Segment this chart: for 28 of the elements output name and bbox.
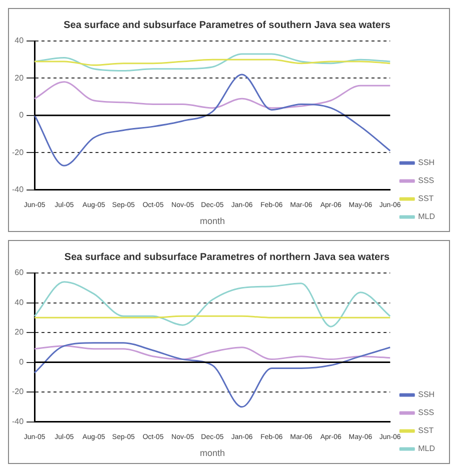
legend-label: SSS [418,176,434,186]
y-tick-label: 60 [14,268,24,278]
chart-title: Sea surface and subsurface Parametres of northern Java sea waters [64,252,390,263]
line-series [34,342,391,408]
y-tick-label: -40 [12,185,24,194]
y-tick-label: 40 [14,298,24,307]
line-series [34,81,391,109]
x-axis-title: month [200,448,225,458]
y-tick-label: -20 [12,148,24,157]
x-axis-title: month [200,216,225,226]
legend-label: MLD [418,444,436,454]
legend-label: SSH [418,158,435,168]
chart-title: Sea surface and subsurface Parametres of southern Java sea waters [64,20,391,31]
y-tick-label: 0 [19,110,24,120]
line-series [34,74,391,166]
legend-label: SSS [418,408,434,418]
legend-label: SST [418,194,434,204]
y-tick-label: 20 [14,328,24,337]
y-tick-label: -40 [12,417,24,426]
y-tick-label: 20 [14,73,24,82]
y-tick-label: 40 [14,36,24,46]
legend-label: SST [418,426,434,436]
legend-label: SSH [418,390,435,400]
y-tick-label: -20 [12,387,24,396]
line-series [34,281,391,328]
line-series [34,345,391,360]
y-tick-label: 0 [19,357,24,366]
legend-label: MLD [418,212,436,222]
